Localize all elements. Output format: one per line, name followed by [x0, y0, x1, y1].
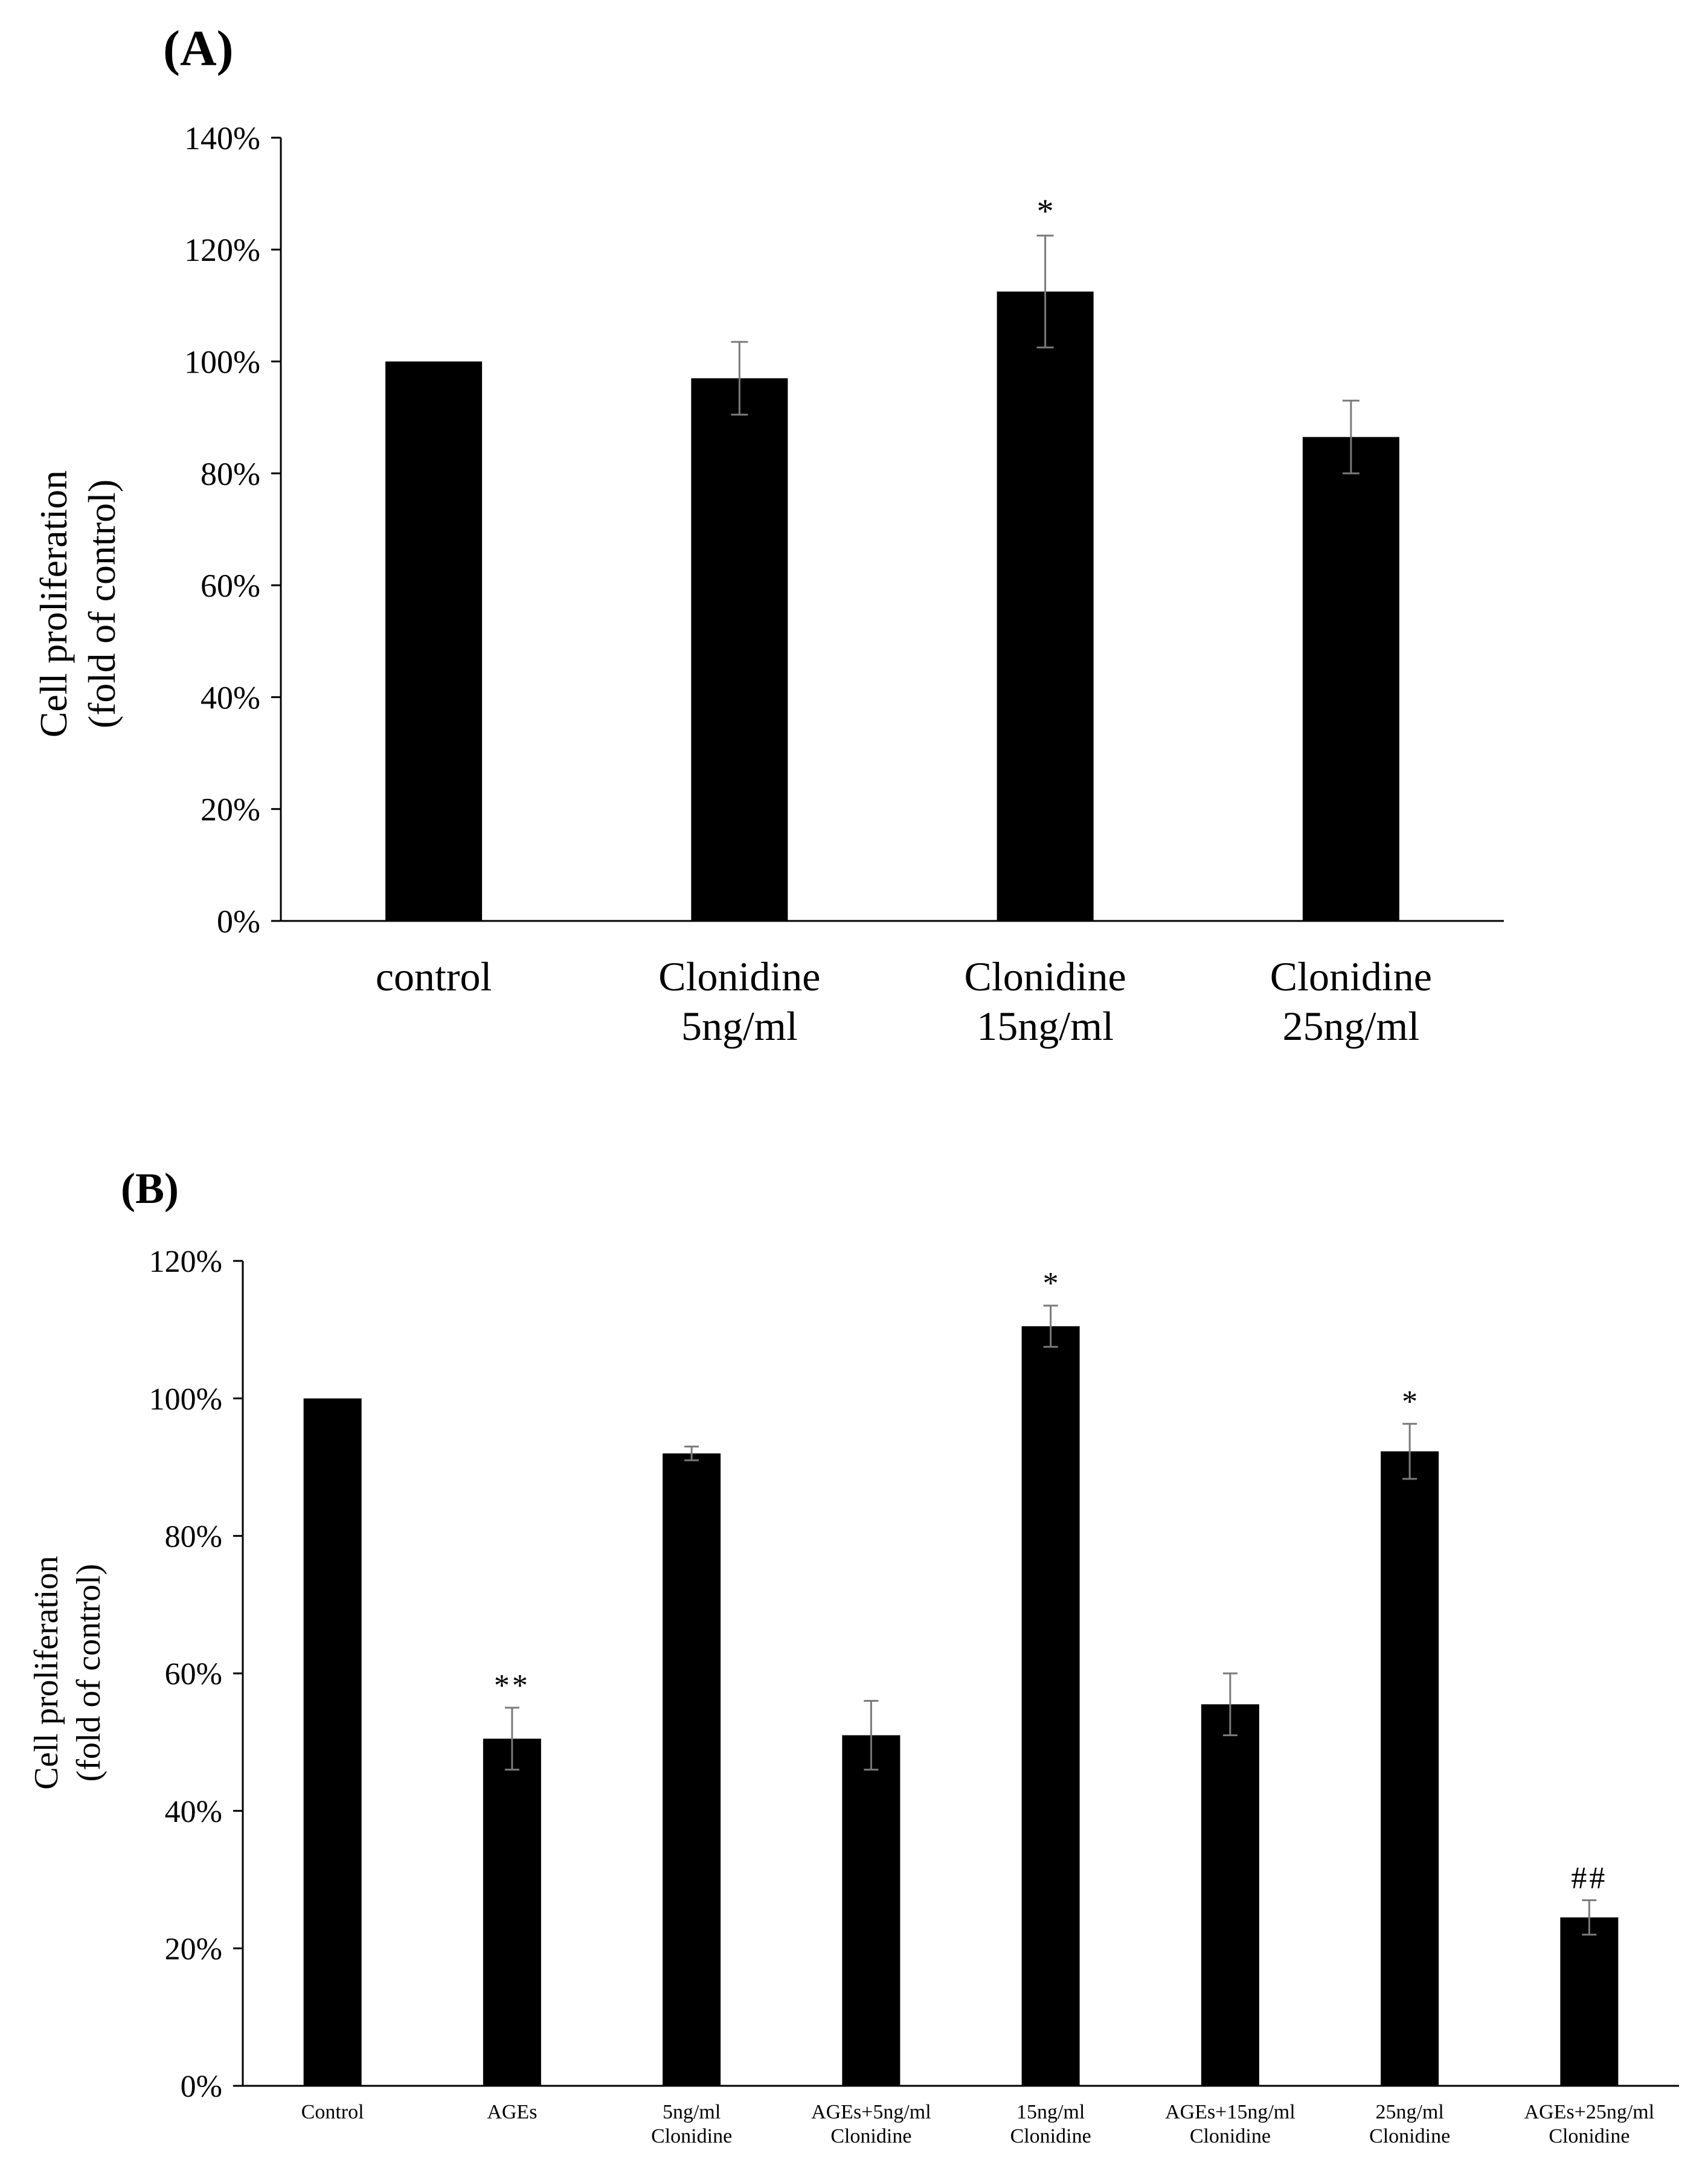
y-tick-label: 40%	[165, 1795, 222, 1829]
x-axis-labels-a: control Clonidine5ng/mlClonidine15ng/mlCl…	[376, 954, 1432, 1049]
x-tick-label: 5ng/ml	[681, 1003, 798, 1049]
y-axis-label-a-line2: (fold of control)	[80, 479, 123, 728]
x-tick-label: 25ng/ml	[1283, 1003, 1420, 1049]
bar	[663, 1453, 721, 2086]
x-tick-label: Control	[301, 2101, 364, 2123]
y-tick-label: 20%	[201, 792, 260, 828]
y-tick-label: 40%	[201, 679, 260, 716]
significance-marker: **	[494, 1669, 530, 1703]
x-tick-label: 15ng/ml	[977, 1003, 1114, 1049]
bar	[483, 1739, 541, 2086]
bar	[303, 1398, 362, 2086]
y-axis-label-b-line1: Cell proliferation	[28, 1556, 65, 1789]
bar	[691, 378, 788, 921]
significance-marker: *	[1043, 1266, 1059, 1301]
bar	[1302, 437, 1399, 921]
x-tick-label: Clonidine	[1010, 2125, 1091, 2147]
y-axis-label-b-line2: (fold of control)	[70, 1564, 108, 1782]
y-tick-label: 0%	[181, 2070, 222, 2104]
y-axis-label-a-line1: Cell proliferation	[32, 470, 75, 738]
x-tick-label: AGEs+5ng/ml	[811, 2101, 931, 2123]
y-axis-ticks-a: 0% 20% 40% 60% 80% 100% 120% 140%	[184, 120, 281, 940]
x-tick-label: Clonidine	[830, 2125, 911, 2147]
significance-marker: *	[1402, 1385, 1417, 1419]
y-tick-label: 80%	[201, 456, 260, 492]
y-tick-label: 100%	[149, 1382, 222, 1417]
y-axis-ticks-b: 0% 20% 40% 60% 80% 100% 120%	[149, 1245, 243, 2104]
x-tick-label: AGEs	[487, 2101, 537, 2123]
significance-marker: ##	[1571, 1861, 1607, 1896]
x-tick-label: Clonidine	[1369, 2125, 1450, 2147]
y-tick-label: 60%	[201, 568, 260, 604]
y-tick-label: 120%	[149, 1245, 222, 1279]
x-tick-label: Clonidine	[1549, 2125, 1629, 2147]
chart-panel-b: (B) Cell proliferation (fold of control)…	[28, 1164, 1679, 2147]
y-tick-label: 0%	[217, 903, 260, 940]
x-tick-label: Clonidine	[651, 2125, 732, 2147]
bar	[842, 1735, 901, 2086]
bar	[1201, 1704, 1259, 2086]
x-tick-label: control	[376, 954, 492, 999]
x-tick-label: AGEs+25ng/ml	[1524, 2101, 1655, 2123]
bar	[385, 361, 483, 921]
x-tick-label: Clonidine	[658, 954, 820, 999]
x-tick-label: 15ng/ml	[1016, 2101, 1085, 2123]
y-tick-label: 120%	[184, 232, 260, 268]
bar	[1021, 1326, 1080, 2086]
bars-b: ****##	[303, 1266, 1619, 2086]
panel-label-a: (A)	[163, 21, 234, 77]
x-tick-label: AGEs+15ng/ml	[1165, 2101, 1295, 2123]
bar	[997, 291, 1094, 922]
y-tick-label: 100%	[184, 344, 260, 380]
panel-label-b: (B)	[121, 1164, 179, 1213]
y-tick-label: 20%	[165, 1932, 222, 1967]
x-tick-label: 25ng/ml	[1375, 2101, 1443, 2123]
y-tick-label: 140%	[184, 120, 260, 156]
y-tick-label: 60%	[165, 1657, 222, 1691]
chart-panel-a: (A) Cell proliferation (fold of control)…	[32, 21, 1504, 1049]
x-tick-label: Clonidine	[1270, 954, 1432, 999]
y-tick-label: 80%	[165, 1520, 222, 1554]
x-tick-label: Clonidine	[1190, 2125, 1271, 2147]
x-tick-label: 5ng/ml	[663, 2101, 721, 2123]
bar	[1381, 1451, 1439, 2086]
bars-a: *	[385, 193, 1399, 922]
x-axis-labels-b: Control AGEs 5ng/mlClonidineAGEs+5ng/mlClo…	[301, 2101, 1655, 2147]
bar	[1560, 1917, 1619, 2086]
x-tick-label: Clonidine	[965, 954, 1126, 999]
significance-marker: *	[1037, 193, 1054, 230]
